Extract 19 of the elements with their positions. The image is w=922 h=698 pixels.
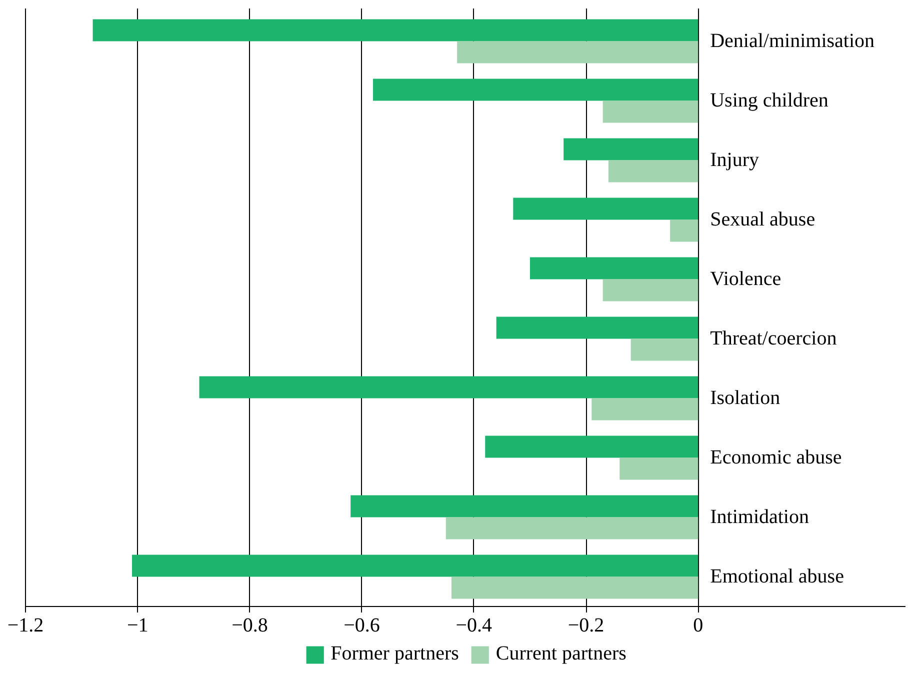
x-tick-label: −1.2 [7, 614, 44, 636]
legend-label: Former partners [330, 642, 459, 666]
y-tick-label: Sexual abuse [710, 208, 816, 231]
x-tick-label: −0.8 [232, 614, 268, 636]
y-tick-label: Using children [710, 90, 828, 112]
y-tick-label: Intimidation [710, 506, 809, 528]
legend-label: Current partners [496, 642, 626, 666]
y-tick-label: Violence [710, 268, 782, 290]
y-tick-label: Economic abuse [710, 446, 842, 469]
y-tick-label: Emotional abuse [710, 566, 844, 588]
y-tick-label: Injury [710, 149, 759, 172]
x-tick-label: 0 [693, 614, 704, 636]
x-tick-label: −1 [126, 614, 148, 636]
x-tick-label: −0.6 [344, 614, 380, 636]
x-tick-label: −0.2 [568, 614, 604, 636]
y-tick-label: Isolation [710, 387, 780, 410]
y-tick-label: Denial/minimisation [710, 30, 875, 52]
x-tick-label: −0.4 [456, 614, 492, 636]
y-tick-label: Threat/coercion [710, 328, 837, 350]
